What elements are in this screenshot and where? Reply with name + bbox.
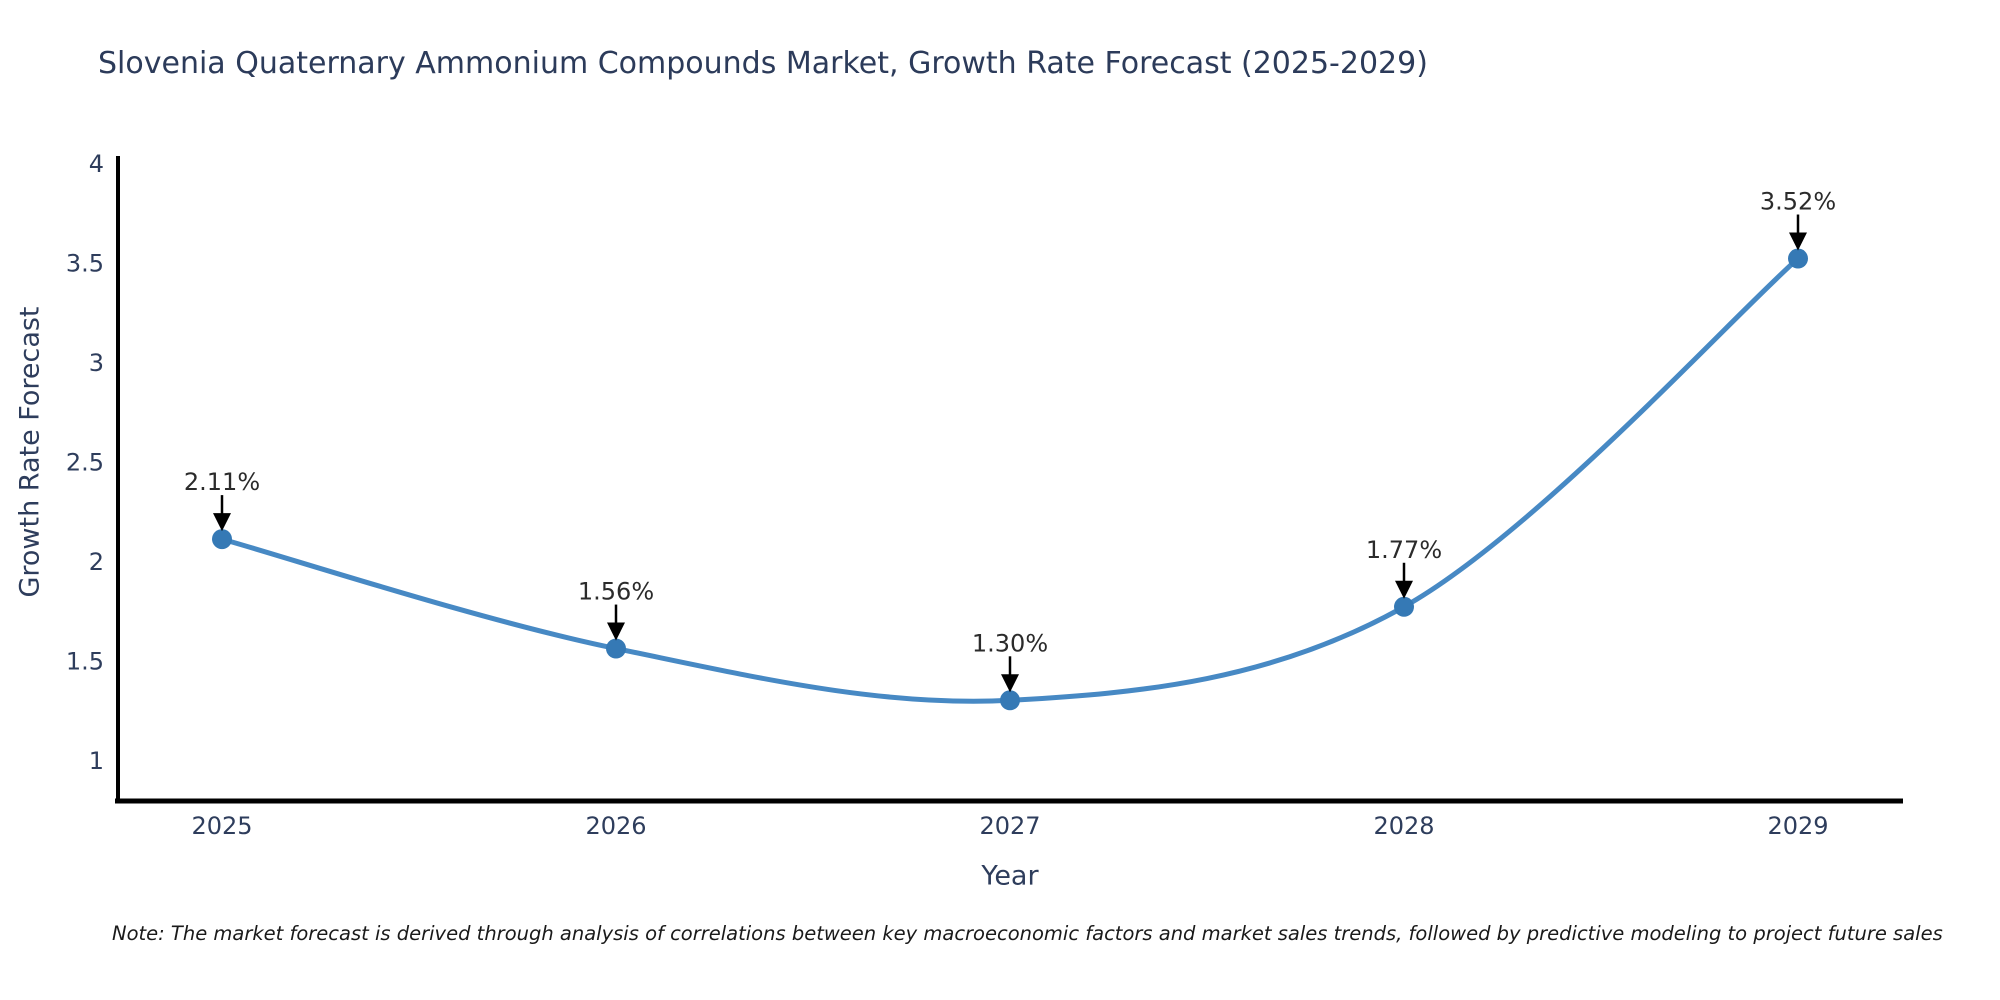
annotation-label: 3.52% <box>1760 188 1836 216</box>
x-tick-label: 2025 <box>191 812 252 840</box>
x-tick-label: 2029 <box>1767 812 1828 840</box>
annotation-label: 1.30% <box>972 629 1048 657</box>
y-tick-label: 4 <box>89 150 104 178</box>
annotation-label: 1.77% <box>1366 536 1442 564</box>
y-tick-label: 2 <box>89 548 104 576</box>
x-tick-label: 2027 <box>979 812 1040 840</box>
annotation-label: 1.56% <box>578 578 654 606</box>
data-point-marker <box>1000 690 1020 711</box>
data-point-marker <box>212 529 232 550</box>
y-tick-label: 1.5 <box>66 648 104 676</box>
x-tick-label: 2026 <box>585 812 646 840</box>
chart-title: Slovenia Quaternary Ammonium Compounds M… <box>98 46 1428 81</box>
annotation-arrowhead <box>1395 580 1413 599</box>
annotation-arrowhead <box>1001 674 1019 693</box>
y-tick-label: 3.5 <box>66 250 104 278</box>
y-tick-label: 1 <box>89 747 104 775</box>
data-point-marker <box>606 638 626 659</box>
annotation-arrowhead <box>607 622 625 641</box>
x-axis-title: Year <box>981 860 1039 892</box>
x-tick-label: 2028 <box>1373 812 1434 840</box>
y-tick-label: 2.5 <box>66 449 104 477</box>
annotation-arrowhead <box>213 513 231 532</box>
footnote: Note: The market forecast is derived thr… <box>112 922 1943 945</box>
data-point-marker <box>1788 248 1808 269</box>
annotation-label: 2.11% <box>184 468 260 496</box>
data-point-marker <box>1394 596 1414 617</box>
annotation-arrowhead <box>1789 232 1807 251</box>
y-tick-label: 3 <box>89 349 104 377</box>
